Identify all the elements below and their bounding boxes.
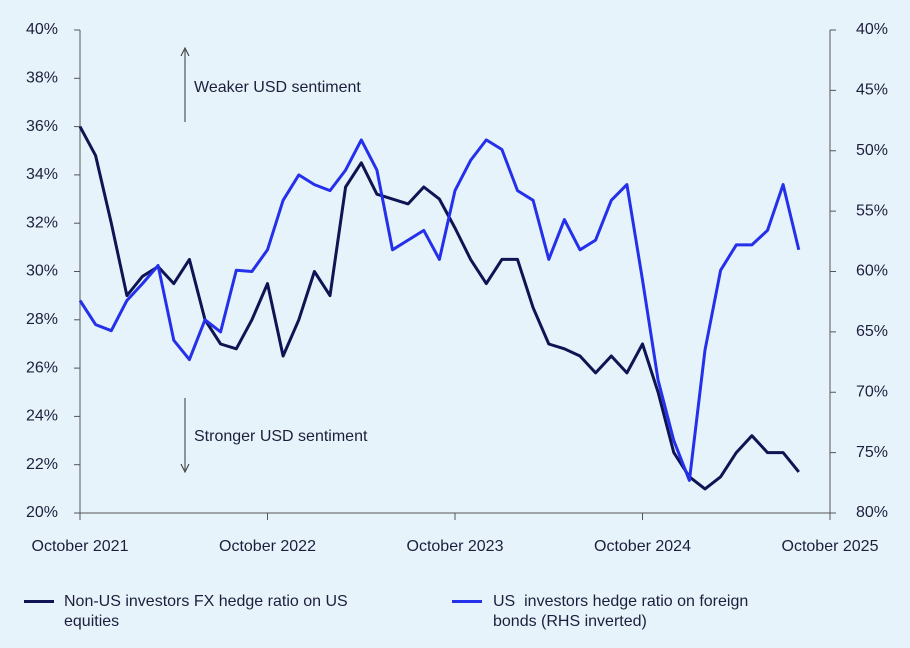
y2-tick-label: 80%: [856, 504, 888, 521]
annotation: Stronger USD sentiment: [194, 428, 368, 445]
y2-tick-label: 50%: [856, 142, 888, 159]
series-line: [78, 138, 801, 482]
y-tick-label: 24%: [26, 408, 58, 425]
legend-label: Non-US investors FX hedge ratio on US eq…: [64, 593, 353, 630]
x-tick-label: October 2025: [782, 538, 879, 555]
y2-tick-label: 55%: [856, 202, 888, 219]
y-tick-label: 36%: [26, 118, 58, 135]
up-arrow-head: [180, 46, 190, 57]
annotation: Weaker USD sentiment: [194, 79, 361, 96]
y-tick-label: 28%: [26, 311, 58, 328]
y2-tick-label: 75%: [856, 444, 888, 461]
y-tick-label: 40%: [26, 21, 58, 38]
x-tick-label: October 2023: [407, 538, 504, 555]
down-arrow-head: [180, 463, 190, 474]
y-tick-label: 20%: [26, 504, 58, 521]
y2-tick-label: 60%: [856, 263, 888, 280]
x-tick-label: October 2021: [32, 538, 129, 555]
y2-tick-label: 70%: [856, 383, 888, 400]
series-line: [78, 125, 800, 491]
y2-tick-label: 40%: [856, 21, 888, 38]
x-tick-label: October 2022: [219, 538, 316, 555]
legend-swatch: [24, 600, 54, 603]
y-tick-label: 38%: [26, 70, 58, 87]
chart: Weaker USD sentiment Stronger USD sentim…: [26, 21, 888, 555]
y2-tick-label: 45%: [856, 82, 888, 99]
y2-tick-label: 65%: [856, 323, 888, 340]
y-tick-label: 26%: [26, 359, 58, 376]
y-tick-label: 30%: [26, 263, 58, 280]
x-tick-label: October 2024: [594, 538, 691, 555]
legend-label: US investors hedge ratio on foreign bond…: [493, 593, 753, 630]
y-tick-label: 22%: [26, 456, 58, 473]
legend-swatch: [452, 600, 482, 603]
y-tick-label: 32%: [26, 214, 58, 231]
y-tick-label: 34%: [26, 166, 58, 183]
